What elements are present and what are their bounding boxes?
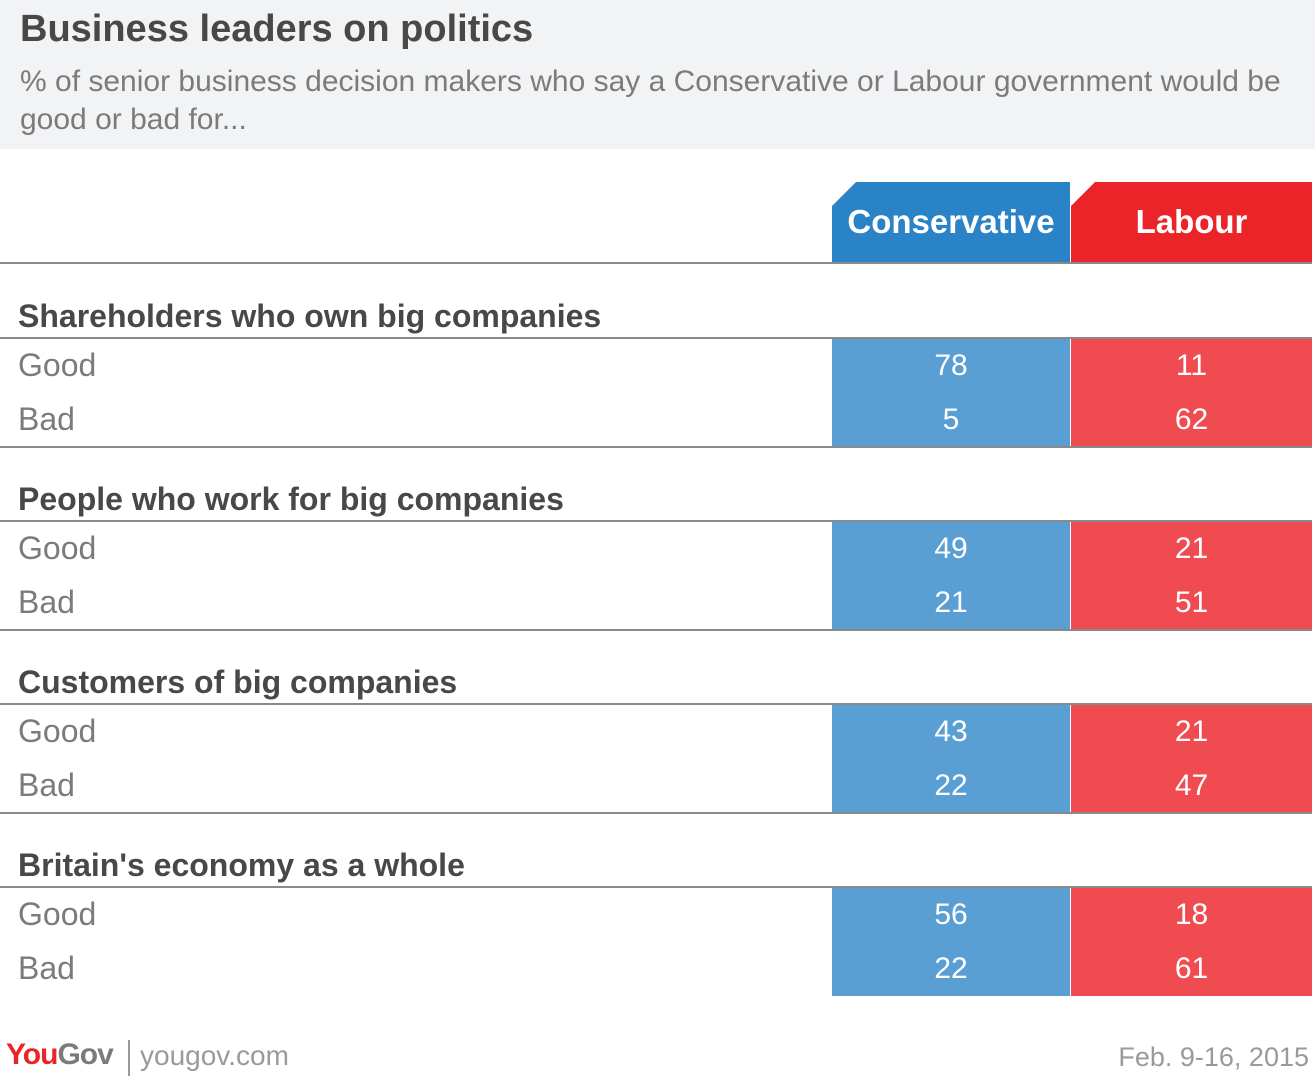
value-cell-labour: 21: [1071, 705, 1312, 759]
column-header-labour: Labour: [1071, 182, 1312, 262]
value-cell-conservative: 56: [832, 888, 1070, 942]
divider: [0, 812, 1312, 814]
yougov-logo: YouGov: [6, 1038, 114, 1072]
footer-site-link[interactable]: yougov.com: [140, 1040, 289, 1071]
value-cell-labour: 47: [1071, 759, 1312, 813]
row-label: Good: [18, 713, 97, 749]
value-cell-labour: 11: [1071, 339, 1312, 393]
row-label: Good: [18, 347, 97, 383]
column-header-conservative: Conservative: [832, 182, 1070, 262]
row-label: Bad: [18, 767, 75, 803]
value-cell-conservative: 78: [832, 339, 1070, 393]
divider: [0, 520, 1312, 522]
value-cell-labour: 62: [1071, 393, 1312, 447]
divider: [0, 262, 1312, 264]
value-cell-conservative: 5: [832, 393, 1070, 447]
logo-text-gov: Gov: [57, 1038, 113, 1071]
value-cell-labour: 61: [1071, 942, 1312, 996]
value-cell-labour: 21: [1071, 522, 1312, 576]
divider: [0, 446, 1312, 448]
value-cell-conservative: 43: [832, 705, 1070, 759]
chart-title: Business leaders on politics: [20, 8, 534, 50]
row-label: Bad: [18, 401, 75, 437]
group-title: Shareholders who own big companies: [18, 298, 602, 334]
divider: [0, 703, 1312, 705]
divider: [0, 629, 1312, 631]
group-title: Customers of big companies: [18, 664, 458, 700]
row-label: Good: [18, 530, 97, 566]
row-label: Good: [18, 896, 97, 932]
footer-divider: [128, 1040, 130, 1076]
value-cell-labour: 51: [1071, 576, 1312, 630]
group-title: Britain's economy as a whole: [18, 847, 465, 883]
value-cell-conservative: 22: [832, 759, 1070, 813]
value-cell-conservative: 21: [832, 576, 1070, 630]
group-title: People who work for big companies: [18, 481, 564, 517]
divider: [0, 886, 1312, 888]
row-label: Bad: [18, 584, 75, 620]
value-cell-conservative: 22: [832, 942, 1070, 996]
logo-text-you: You: [6, 1038, 58, 1071]
value-cell-labour: 18: [1071, 888, 1312, 942]
value-cell-conservative: 49: [832, 522, 1070, 576]
row-label: Bad: [18, 950, 75, 986]
divider: [0, 337, 1312, 339]
footer-date: Feb. 9-16, 2015: [1118, 1042, 1309, 1072]
header: Business leaders on politics % of senior…: [0, 0, 1315, 149]
chart-subtitle: % of senior business decision makers who…: [20, 65, 1281, 136]
